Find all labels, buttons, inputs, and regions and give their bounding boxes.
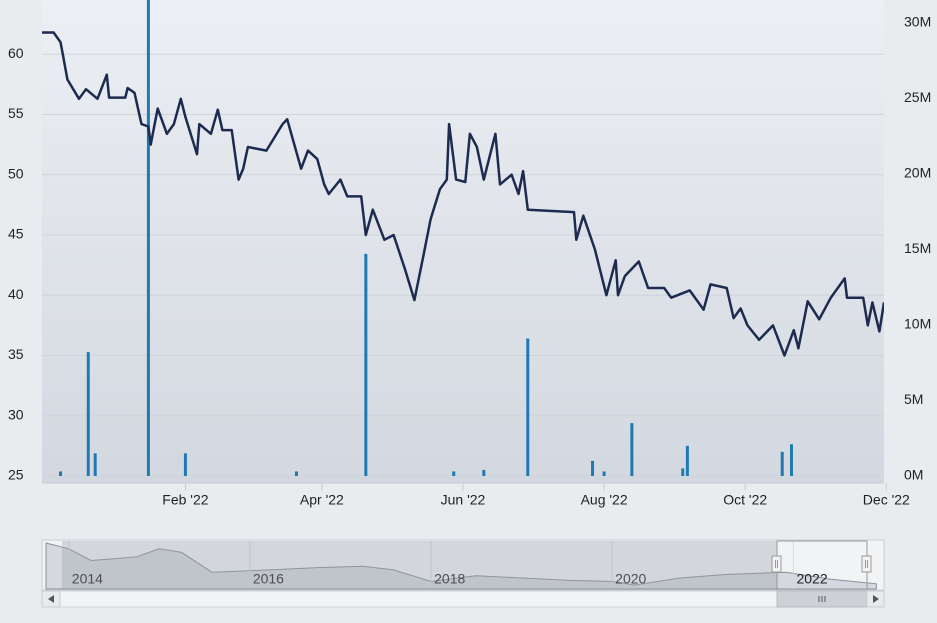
y-tick-label: 50 [8,165,24,181]
y-tick-label: 35 [8,346,24,362]
volume-bar [146,0,150,477]
price-line [42,31,884,357]
volume-bar [364,253,368,476]
volume-bar [59,471,63,476]
scrollbar-track[interactable] [41,590,885,608]
x-tick-label: Jun '22 [441,492,486,508]
y2-tick-label: 0M [904,467,923,483]
scrollbar-thumb[interactable] [776,590,868,608]
y-tick-label: 60 [8,45,24,61]
y2-tick-label: 10M [904,316,931,332]
x-tick-label: Feb '22 [162,492,208,508]
volume-bar [294,471,298,476]
volume-bar [93,453,97,476]
plot-background [42,0,884,483]
scrollbar-left-button[interactable] [41,590,61,608]
volume-bar [183,453,187,476]
volume-bar [526,338,530,476]
y2-tick-label: 30M [904,13,931,29]
volume-bar [789,444,793,476]
x-tick-label: Apr '22 [300,492,344,508]
volume-bar [630,423,634,476]
scrollbar-right-button[interactable] [866,590,885,608]
y-tick-label: 45 [8,226,24,242]
volume-bar [602,471,606,476]
y2-tick-label: 5M [904,391,923,407]
volume-bar [591,460,595,476]
y2-tick-label: 15M [904,240,931,256]
volume-bar [685,445,689,476]
volume-bar [482,469,486,476]
y-tick-label: 40 [8,286,24,302]
y2-tick-label: 25M [904,89,931,105]
navigator-handle-left[interactable] [771,541,782,589]
navigator-area [45,542,877,590]
volume-bar [86,352,90,476]
y-tick-label: 25 [8,467,24,483]
navigator-mask [62,541,777,589]
navigator-handle-right[interactable] [861,541,872,589]
y-tick-label: 30 [8,406,24,422]
y2-tick-label: 20M [904,164,931,180]
volume-bar [681,468,685,476]
navigator-label: 2020 [615,571,646,587]
volume-bar [780,451,784,476]
x-tick-label: Oct '22 [723,492,767,508]
volume-bar [452,471,456,476]
y-tick-label: 55 [8,105,24,121]
navigator-label: 2014 [72,571,103,587]
navigator-label: 2022 [796,571,827,587]
navigator-label: 2016 [253,571,284,587]
x-tick-label: Dec '22 [863,492,910,508]
navigator-label: 2018 [434,571,465,587]
x-tick-label: Aug '22 [581,492,628,508]
